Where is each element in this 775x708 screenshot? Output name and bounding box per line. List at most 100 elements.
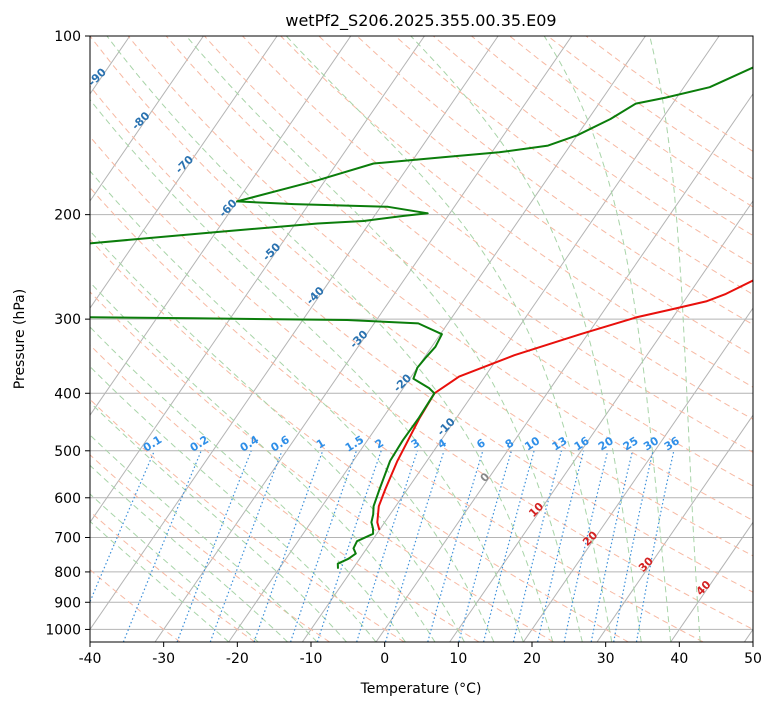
moist-adiabat-line <box>90 170 495 642</box>
isotherm-line <box>743 628 753 642</box>
moist-adiabat-line <box>185 36 583 642</box>
isotherm-line <box>90 36 278 309</box>
mixing-ratio-label: 1.5 <box>343 433 366 454</box>
isotherm-label: -90 <box>86 65 109 88</box>
moist-adiabat-line <box>90 98 524 642</box>
isotherm-line <box>90 36 352 417</box>
mixing-ratio-line <box>537 450 585 642</box>
dry-adiabat-line <box>165 36 753 487</box>
mixing-ratio-line <box>290 450 357 642</box>
moist-adiabat-line <box>90 464 288 642</box>
dry-adiabat-line <box>90 36 753 557</box>
dry-adiabat-line <box>204 36 753 453</box>
isotherm-line <box>0 36 56 642</box>
y-tick-label: 900 <box>54 595 81 611</box>
x-tick-label: -20 <box>226 651 249 667</box>
moist-adiabat-line <box>90 493 259 642</box>
mixing-ratio-label: 0.1 <box>141 433 164 454</box>
mixing-ratio-line <box>613 450 654 642</box>
isotherm-label: -50 <box>260 240 283 263</box>
dry-adiabat-line <box>127 36 753 522</box>
y-axis: 100 200 300 400 500 600 700 800 900 1000 <box>45 29 90 638</box>
dry-adiabat-line <box>356 36 753 326</box>
dewpoint-profile <box>90 66 753 569</box>
dry-adiabat-line <box>318 36 753 357</box>
mixing-ratio-label: 2 <box>373 436 386 451</box>
x-axis: -40 -30 -20 -10 0 10 20 30 40 50 <box>79 642 762 667</box>
isotherm-line <box>596 414 753 642</box>
moist-adiabat-line <box>90 365 377 642</box>
mixing-ratio-line <box>427 450 484 642</box>
isotherm-label: -10 <box>435 415 458 438</box>
plot-area: 0.1 0.2 0.4 0.6 1 1.5 2 3 4 6 8 10 13 16 20 25 30 36-100-… <box>0 36 753 642</box>
dry-adiabat-line <box>90 510 256 642</box>
isotherm-label: -30 <box>347 328 370 351</box>
mixing-ratio-label: 6 <box>474 436 488 451</box>
mixing-ratio-label: 3 <box>409 436 422 451</box>
isotherm-line <box>90 36 425 524</box>
chart-title: wetPf2_S206.2025.355.00.35.E09 <box>285 11 556 31</box>
isotherm-line <box>375 92 753 642</box>
mixing-ratio-line <box>384 450 445 642</box>
isotherm-label: -60 <box>216 196 239 219</box>
y-tick-label: 500 <box>54 444 81 460</box>
moist-adiabat-line <box>90 230 465 642</box>
moist-adiabat-line <box>106 36 554 642</box>
dry-adiabat-line <box>90 454 330 642</box>
mixing-ratio-line <box>483 450 535 642</box>
dry-adiabat-line <box>90 135 753 630</box>
dry-adiabat-line <box>90 291 554 642</box>
moist-adiabat-line <box>90 326 406 642</box>
dry-adiabat-line <box>471 36 753 237</box>
x-tick-label: 50 <box>744 651 762 667</box>
moist-adiabat-line <box>90 434 318 642</box>
mixing-ratio-line <box>253 450 324 642</box>
dry-adiabat-line <box>90 186 704 642</box>
isotherm-label: -80 <box>129 109 152 132</box>
x-tick-label: -10 <box>300 651 323 667</box>
mixing-ratio-label: 8 <box>503 436 516 451</box>
isotherm-line <box>449 200 753 642</box>
moist-adiabat-line <box>410 36 642 642</box>
moist-adiabat-line <box>543 36 672 642</box>
dry-adiabat-line <box>547 36 753 180</box>
mixing-ratio-line <box>209 450 283 642</box>
y-tick-label: 700 <box>54 531 81 547</box>
mixing-ratio-line <box>512 450 562 642</box>
mixing-ratio-line <box>90 450 155 604</box>
dry-adiabat-line <box>432 36 753 266</box>
isotherm-line <box>228 36 646 642</box>
moist-adiabat-line <box>285 36 613 642</box>
x-tick-label: -30 <box>152 651 175 667</box>
mixing-ratio-line <box>316 450 382 642</box>
dry-adiabat-line <box>90 85 753 593</box>
mixing-ratio-line <box>176 450 252 642</box>
dry-adiabat-line <box>394 36 753 295</box>
dry-adiabat-line <box>509 36 753 208</box>
isotherm-label: 0 <box>478 470 493 485</box>
y-tick-label: 400 <box>54 386 81 402</box>
moist-adiabat-line <box>90 401 347 642</box>
isotherm-line <box>670 521 753 642</box>
mixing-ratio-label: 1 <box>314 436 327 451</box>
mixing-ratio-line <box>458 450 512 642</box>
x-tick-label: 20 <box>523 651 541 667</box>
isotherm-line <box>522 307 753 642</box>
y-tick-label: 300 <box>54 312 81 328</box>
mixing-ratio-line <box>122 450 202 642</box>
moist-adiabat-line <box>90 281 436 642</box>
moist-adiabat-line <box>649 36 701 642</box>
isotherm-line <box>154 36 573 642</box>
isotherm-line <box>90 36 499 631</box>
moist-adiabat-line <box>90 520 230 642</box>
mixing-ratio-line <box>356 450 418 642</box>
y-tick-label: 800 <box>54 565 81 581</box>
x-tick-label: 30 <box>597 651 615 667</box>
plot-frame <box>89 35 754 643</box>
x-tick-label: -40 <box>79 651 102 667</box>
isotherm-label: 20 <box>580 528 600 548</box>
x-tick-label: 0 <box>380 651 389 667</box>
x-tick-label: 40 <box>670 651 688 667</box>
y-tick-label: 100 <box>54 29 81 45</box>
